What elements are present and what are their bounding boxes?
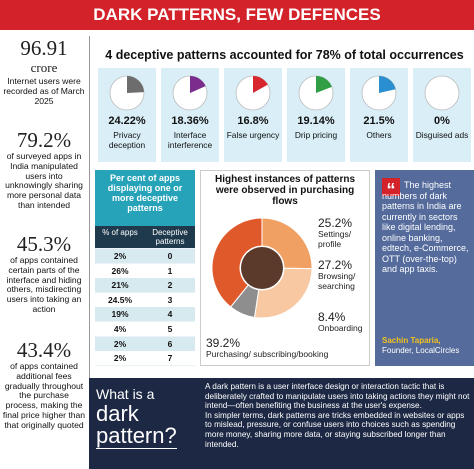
pie-slice — [316, 76, 332, 93]
pattern-value: 0% — [434, 115, 450, 127]
stat-text: Internet users were recorded as of March… — [3, 76, 85, 106]
stat-text: of apps contained certain parts of the i… — [6, 255, 82, 314]
quote-author: Sachin Taparia, — [382, 336, 441, 345]
table-cell: 2% — [95, 336, 145, 351]
table-cell: 26% — [95, 263, 145, 278]
header-bar — [0, 0, 474, 30]
table-cell: 1 — [145, 263, 195, 278]
table-column-header: % of apps — [95, 226, 145, 248]
donut-value: 39.2% — [206, 336, 241, 350]
stat-value: 79.2% — [16, 128, 72, 152]
table-cell: 4 — [145, 307, 195, 322]
definition-heading: pattern? — [96, 423, 177, 449]
stat-value: 96.91 — [20, 36, 68, 60]
definition-paragraph: In simpler terms, dark patterns are tric… — [205, 410, 465, 449]
table-cell: 0 — [145, 249, 195, 263]
table-cell: 24.5% — [95, 292, 145, 307]
pattern-name: False urgency — [226, 130, 280, 140]
table-column-header: Deceptive patterns — [145, 226, 195, 248]
quote-panel — [375, 170, 474, 366]
stat-text: of surveyed apps in India manipulated us… — [5, 151, 83, 210]
stat-text: of apps contained additional fees gradua… — [2, 361, 86, 430]
stat-unit: crore — [30, 60, 58, 75]
pattern-value: 21.5% — [363, 115, 395, 127]
header-title: DARK PATTERNS, FEW DEFENCES — [93, 5, 381, 24]
donut-slice — [261, 217, 313, 270]
pie-slice — [379, 76, 396, 93]
table-cell: 6 — [145, 336, 195, 351]
donut-value: 25.2% — [318, 216, 353, 230]
table-cell: 3 — [145, 292, 195, 307]
pattern-name: Interface interference — [167, 130, 213, 150]
donut-label: Browsing/ searching — [318, 271, 356, 291]
pattern-value: 18.36% — [171, 115, 209, 127]
donut-label: Onboarding — [318, 323, 363, 333]
table-cell: 2 — [145, 278, 195, 293]
definition-panel — [89, 378, 474, 469]
donut-title: Highest instances of patterns were obser… — [214, 174, 356, 207]
divider — [89, 36, 90, 431]
definition-paragraph: A dark pattern is a user interface desig… — [205, 382, 470, 411]
stat-value: 45.3% — [16, 232, 72, 256]
pie-slice — [190, 76, 206, 93]
pattern-value: 19.14% — [297, 115, 335, 127]
table-cell: 2% — [95, 351, 145, 366]
table-cell: 19% — [95, 307, 145, 322]
stat-value: 43.4% — [16, 338, 72, 362]
donut-value: 8.4% — [318, 310, 346, 324]
table-cell: 4% — [95, 322, 145, 336]
definition-heading: What is a — [96, 386, 155, 402]
donut-label: Purchasing/ subscribing/booking — [206, 349, 329, 359]
definition-heading: dark — [96, 401, 139, 426]
definition-text: A dark pattern is a user interface desig… — [205, 382, 471, 449]
quote-text: The highest numbers of dark patterns in … — [382, 180, 469, 274]
donut-hole — [241, 247, 283, 289]
pie-slice — [127, 76, 144, 93]
donut-slice — [211, 217, 263, 308]
pattern-value: 24.22% — [108, 115, 146, 127]
table-cell: 5 — [145, 322, 195, 336]
donut-label: Settings/ profile — [318, 229, 352, 249]
table-cell: 2% — [95, 249, 145, 263]
table-cell: 7 — [145, 351, 195, 366]
donut-value: 27.2% — [318, 258, 353, 272]
pattern-name: Drip pricing — [294, 130, 338, 140]
pattern-name: Privacy deception — [108, 130, 146, 150]
donut-panel — [200, 170, 370, 366]
table-cell: 21% — [95, 278, 145, 293]
pattern-value: 16.8% — [237, 115, 269, 127]
pattern-name: Others — [366, 130, 392, 140]
donut-slice — [253, 267, 313, 319]
table-title: Per cent of apps displaying one or more … — [95, 170, 195, 226]
pattern-name: Disguised ads — [415, 130, 469, 140]
pie-base — [424, 75, 460, 111]
quote-icon: “ — [382, 178, 400, 200]
pie-slice — [253, 76, 268, 93]
patterns-title: 4 deceptive patterns accounted for 78% o… — [105, 48, 464, 62]
quote-role: Founder, LocalCircles — [382, 346, 460, 355]
